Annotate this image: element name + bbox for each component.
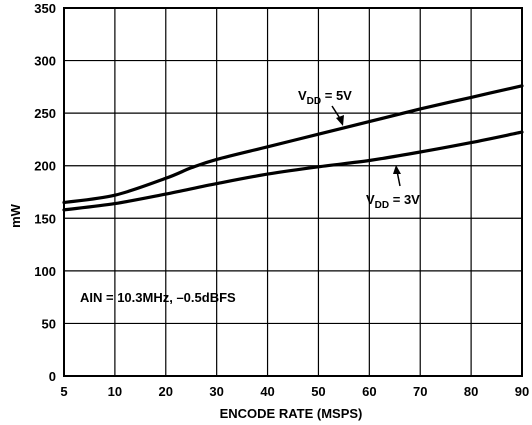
x-tick-label: 90 xyxy=(515,384,529,399)
vdd3-label: VDD = 3V xyxy=(366,192,420,211)
x-tick-label: 20 xyxy=(159,384,173,399)
y-tick-label: 50 xyxy=(42,316,56,331)
series-lines xyxy=(62,84,524,212)
x-tick-label: 60 xyxy=(362,384,376,399)
y-tick-label: 150 xyxy=(34,211,56,226)
x-tick-label: 70 xyxy=(413,384,427,399)
condition-annotation: AIN = 10.3MHz, –0.5dBFS xyxy=(80,290,236,305)
y-tick-label: 0 xyxy=(49,369,56,384)
y-tick-label: 350 xyxy=(34,1,56,16)
grid xyxy=(64,8,522,376)
x-axis-label: ENCODE RATE (MSPS) xyxy=(220,406,363,421)
y-axis-label: mW xyxy=(8,203,23,228)
y-tick-label: 300 xyxy=(34,54,56,69)
y-tick-label: 250 xyxy=(34,106,56,121)
vdd5-arrow xyxy=(331,105,344,126)
x-tick-label: 10 xyxy=(108,384,122,399)
x-tick-labels: 5 10 20 30 40 50 60 70 80 90 xyxy=(60,384,529,399)
y-tick-label: 200 xyxy=(34,159,56,174)
y-tick-label: 100 xyxy=(34,264,56,279)
x-tick-label: 50 xyxy=(311,384,325,399)
plot-frame xyxy=(63,7,523,377)
x-tick-label: 30 xyxy=(209,384,223,399)
x-tick-label: 80 xyxy=(464,384,478,399)
y-tick-labels: 0 50 100 150 200 250 300 350 xyxy=(34,1,56,384)
series-line-vdd5 xyxy=(62,84,524,205)
x-tick-label: 5 xyxy=(60,384,67,399)
series-line-vdd3 xyxy=(62,130,524,212)
x-tick-label: 40 xyxy=(260,384,274,399)
vdd3-arrow xyxy=(393,165,401,187)
vdd5-label: VDD = 5V xyxy=(298,88,352,107)
